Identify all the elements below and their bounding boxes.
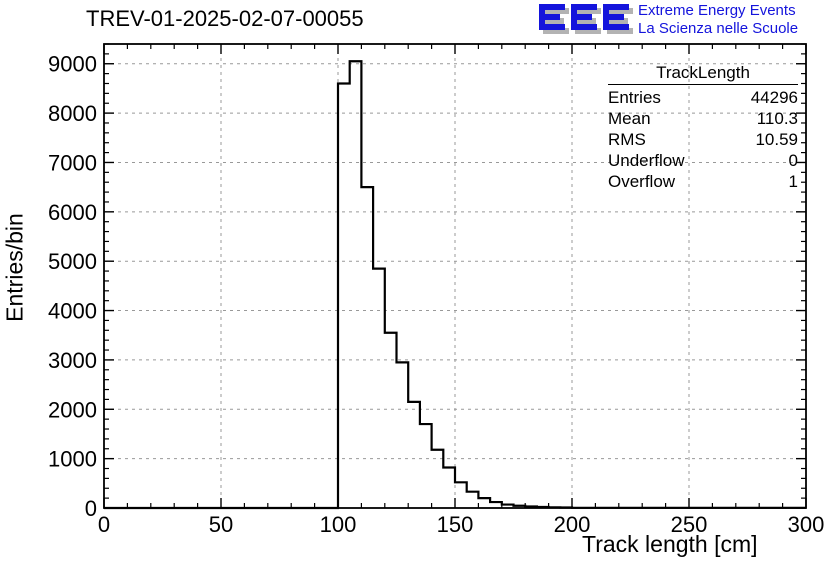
eee-logo-line2: La Scienza nelle Scuole: [638, 20, 799, 37]
stats-row-label: Overflow: [608, 172, 676, 191]
stats-row: Mean 110.3: [608, 108, 798, 129]
y-tick-label: 6000: [48, 200, 97, 225]
stats-box: TrackLength Entries 44296 Mean 110.3 RMS 10.5…: [608, 62, 798, 192]
stats-row: Overflow 1: [608, 171, 798, 192]
histogram-trace: [104, 60, 806, 510]
x-tick-label: 150: [437, 512, 474, 537]
y-tick-label: 3000: [48, 348, 97, 373]
y-tick-label: 7000: [48, 150, 97, 175]
plot-frame-rect: [103, 43, 807, 509]
stats-title: TrackLength: [656, 63, 750, 82]
x-tick-label: 200: [554, 512, 591, 537]
y-tick-label: 0: [85, 496, 97, 521]
eee-logo-mark: [539, 4, 633, 34]
grid-lines: [104, 44, 806, 508]
axis-tick-labels: 0 50 100 150 200 250 3000100020003000400050006…: [48, 52, 824, 537]
stats-row-value: 0: [788, 151, 798, 170]
x-tick-label: 250: [671, 512, 708, 537]
x-tick-label: 0: [98, 512, 110, 537]
x-tick-label: 100: [320, 512, 357, 537]
stats-row-label: Mean: [608, 109, 651, 128]
y-tick-label: 9000: [48, 52, 97, 77]
stats-row-value: 10.59: [755, 130, 798, 149]
stats-rows: Entries 44296 Mean 110.3 RMS 10.59 Underflow 0 O…: [608, 87, 798, 192]
histogram-line: [104, 60, 806, 510]
stats-row: Underflow 0: [608, 150, 798, 171]
x-tick-label: 300: [788, 512, 825, 537]
stats-row-label: Entries: [608, 88, 661, 107]
stats-row-value: 44296: [750, 88, 798, 107]
stats-row: RMS 10.59: [608, 129, 798, 150]
stats-row: Entries 44296: [608, 87, 798, 108]
eee-logo-line1: Extreme Energy Events: [638, 2, 796, 19]
stats-divider: [608, 84, 798, 85]
y-tick-label: 1000: [48, 447, 97, 472]
y-tick-label: 8000: [48, 101, 97, 126]
eee-logo-text: Extreme Energy Events La Scienza nelle S…: [638, 2, 836, 38]
plot-frame: [103, 43, 807, 509]
x-tick-label: 50: [209, 512, 233, 537]
y-tick-label: 2000: [48, 397, 97, 422]
stats-row-label: RMS: [608, 130, 646, 149]
y-tick-label: 5000: [48, 249, 97, 274]
stats-row-value: 110.3: [756, 109, 798, 128]
stats-row-label: Underflow: [608, 151, 685, 170]
x-axis-title: Track length [cm]: [582, 531, 758, 557]
stats-row-value: 1: [788, 172, 798, 191]
y-tick-label: 4000: [48, 299, 97, 324]
eee-logo: Extreme Energy Events La Scienza nelle S…: [538, 2, 834, 42]
page-title: TREV-01-2025-02-07-00055: [86, 6, 364, 31]
